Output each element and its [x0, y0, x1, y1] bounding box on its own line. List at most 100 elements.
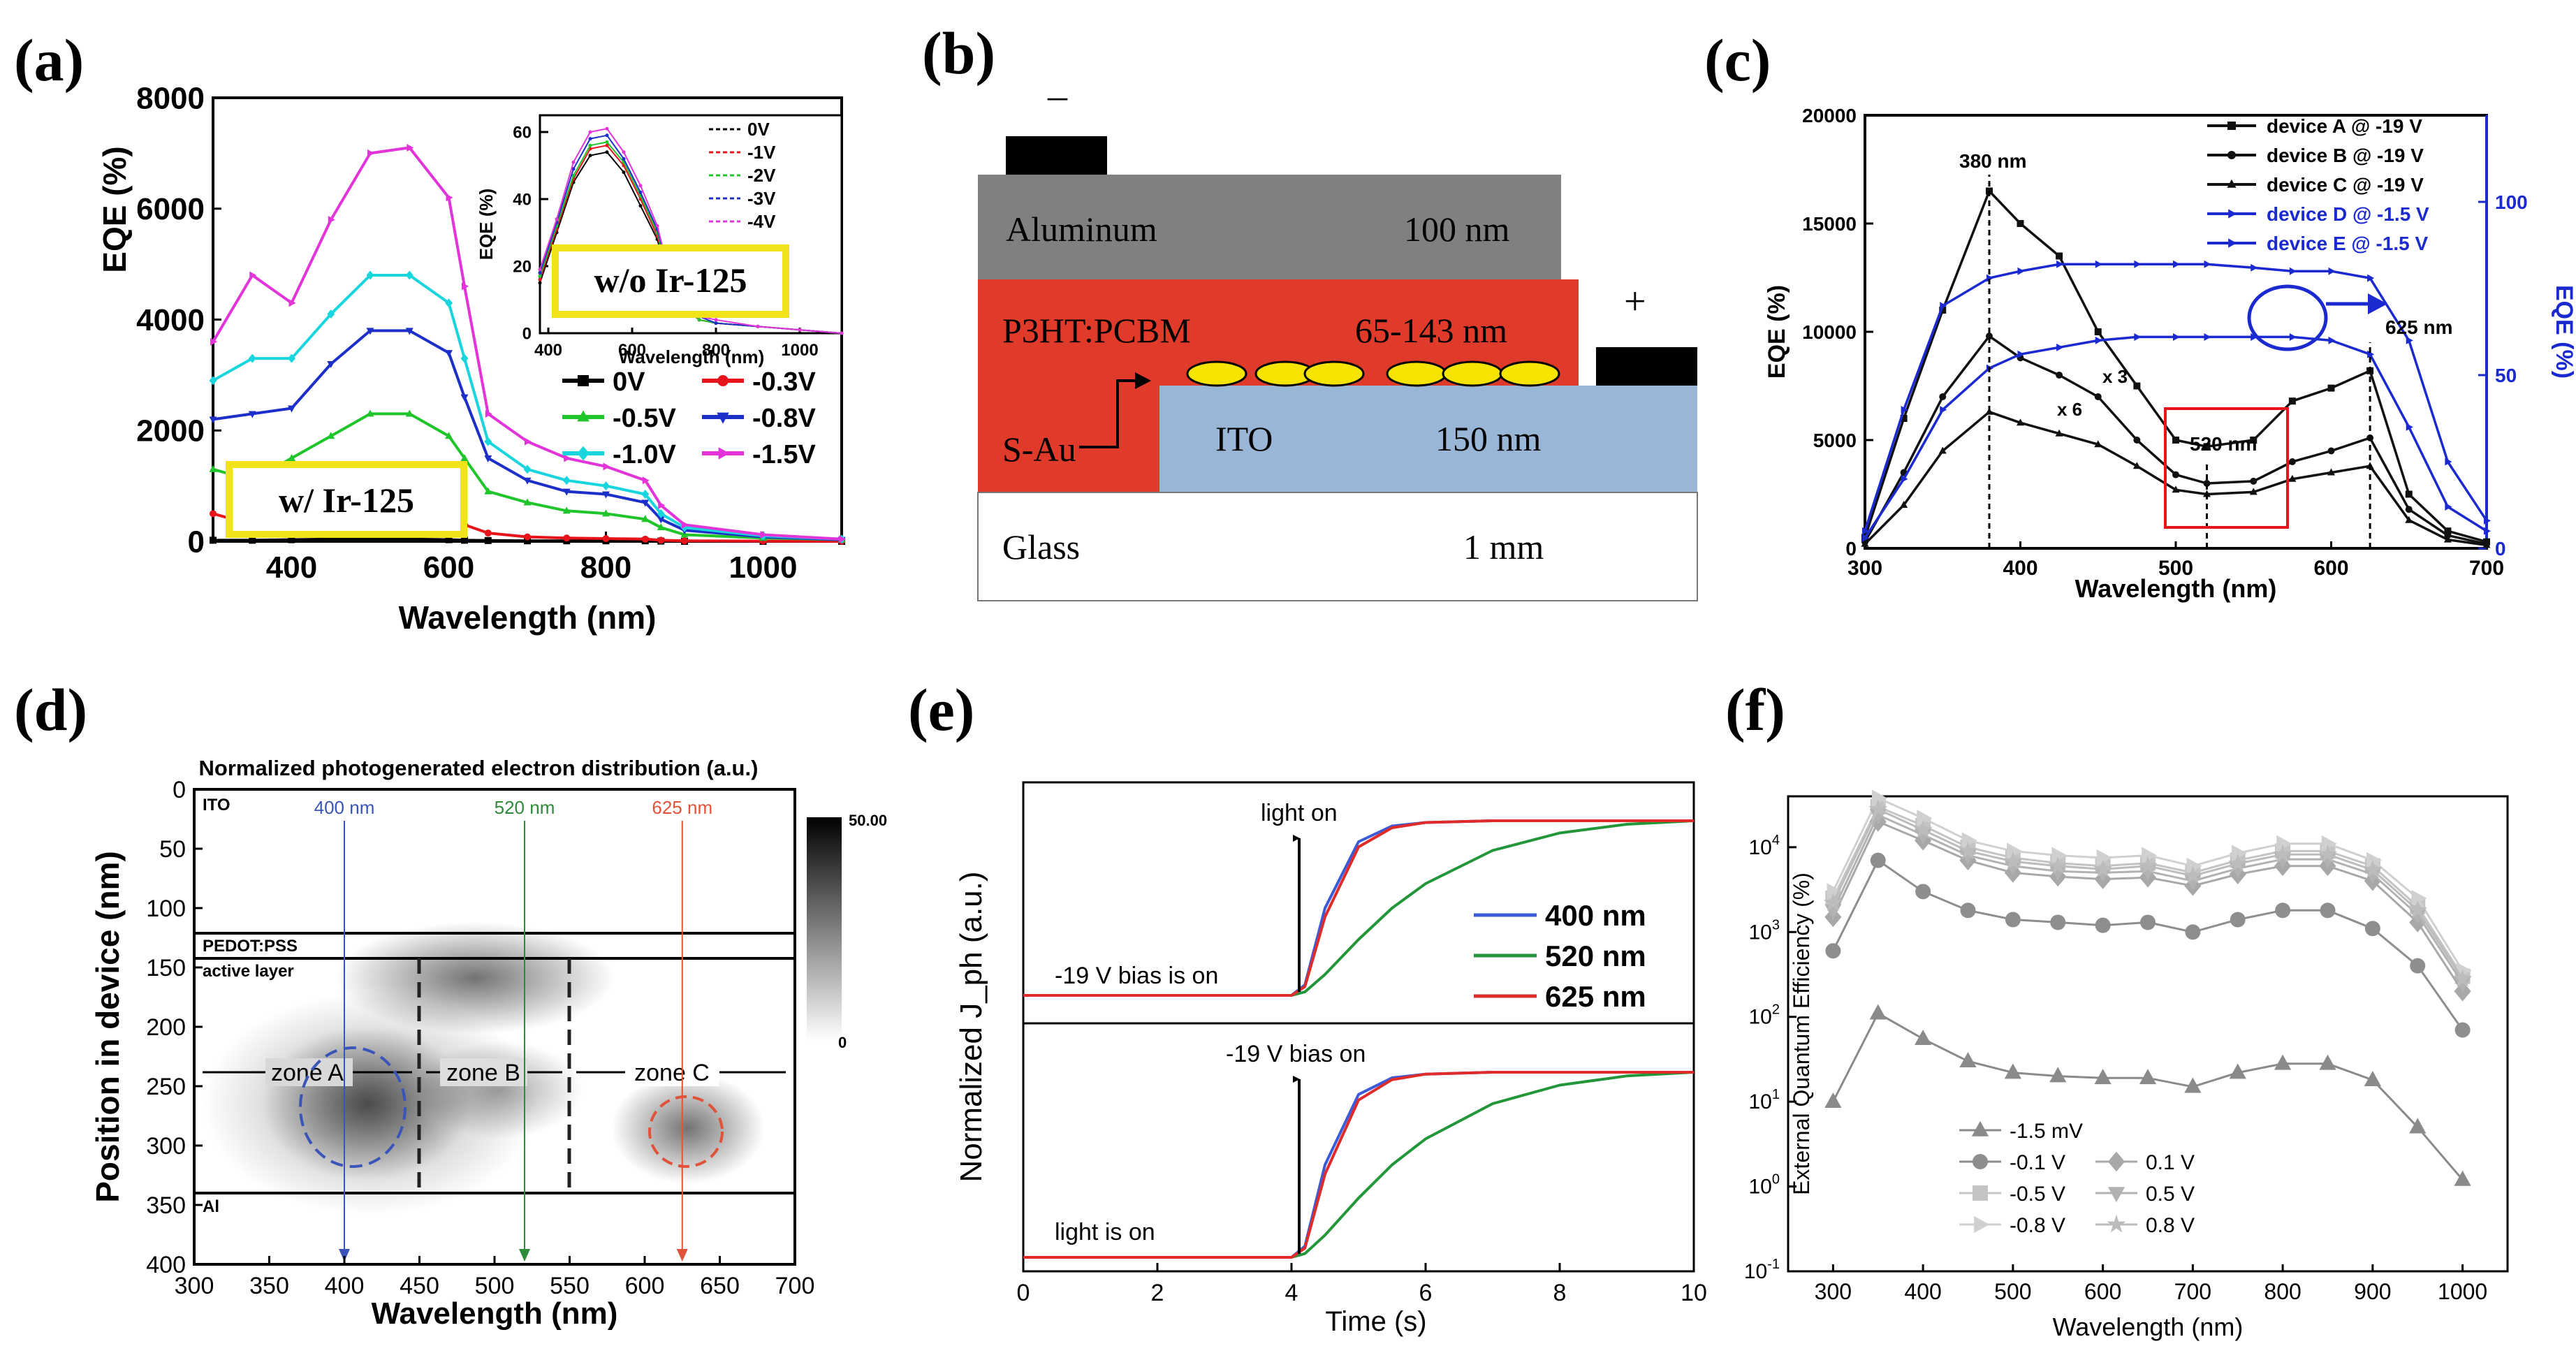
chart-f-legend-marker [2107, 1214, 2126, 1233]
chart-f-point [2049, 1067, 2067, 1083]
chart-a-xlabel: Wavelength (nm) [399, 599, 657, 636]
chart-a-inset-point [605, 150, 609, 154]
chart-d-y-tick-label: 50 [159, 836, 186, 863]
chart-f-ylabel: External Quantum Efficiency (%) [1789, 872, 1814, 1195]
chart-a-point [462, 282, 469, 291]
chart-c-point [2133, 437, 2141, 444]
chart-f-point [1823, 893, 1843, 912]
s-au-pointer [1079, 379, 1146, 448]
chart-f-point [2094, 1069, 2112, 1085]
chart-a-ylabel: EQE (%) [96, 146, 133, 272]
chart-c-point [2367, 274, 2375, 282]
zone-a-label: zone A [271, 1060, 344, 1086]
chart-e-legend-label: 625 nm [1545, 980, 1646, 1013]
chart-f-point [2142, 847, 2158, 864]
chart-a-inset-y-tick-label: 40 [513, 190, 532, 209]
chart-e-top-annot-0: light on [1261, 800, 1338, 826]
chart-c-right-axis-circle [2247, 284, 2328, 351]
chart-c-point [2406, 336, 2413, 344]
chart-c-annot-x6: x 6 [2057, 399, 2082, 420]
zone-a-label-bg [265, 1058, 353, 1086]
chart-f-point [2004, 1063, 2021, 1079]
chart-e-x-tick-label: 4 [1285, 1280, 1298, 1306]
chart-c-point [2406, 423, 2413, 431]
chart-c-point [2288, 474, 2297, 482]
chart-a-point [484, 455, 492, 462]
chart-d-layer-pedot: PEDOT:PSS [203, 937, 298, 956]
panel-label-c: (c) [1704, 27, 1771, 94]
chart-c-legend-label: device E @ -1.5 V [2267, 233, 2429, 254]
chart-a-point [407, 143, 414, 152]
chart-d-x-tick-label: 700 [775, 1273, 815, 1299]
chart-a-inset-point [571, 167, 576, 171]
chart-c-point [2327, 468, 2335, 476]
chart-d-layer-active: active layer [203, 962, 294, 981]
chart-a-inset-x-tick-label: 800 [702, 341, 730, 360]
chart-c-legend-label: device B @ -19 V [2267, 145, 2424, 166]
chart-c-point [2173, 260, 2180, 268]
chart-a-point [484, 437, 492, 446]
chart-a-point [288, 453, 295, 461]
chart-c-point [2134, 260, 2142, 268]
chart-c-legend-label: device C @ -19 V [2267, 174, 2424, 196]
chart-a-point [562, 488, 571, 496]
chart-d-y-tick-label: 150 [146, 955, 186, 981]
chart-d-marker-arrow [676, 1249, 688, 1262]
plus-sign: + [1624, 280, 1646, 323]
chart-c-point [2017, 220, 2024, 227]
chart-a-point [209, 416, 217, 424]
chart-a-inset-point [605, 133, 609, 138]
chart-a-point [327, 309, 335, 319]
chart-f-legend-label: -1.5 mV [2010, 1120, 2083, 1143]
chart-a-point [602, 535, 610, 543]
chart-a-inset-legend-label: -4V [747, 211, 776, 232]
chart-e-ylabel: Normalized J_ph (a.u.) [954, 871, 988, 1182]
chart-a-point [562, 476, 571, 485]
chart-c-y-tick-label: 10000 [1802, 321, 1857, 343]
chart-a-point [461, 536, 468, 544]
chart-c-annot-380: 380 nm [1959, 150, 2027, 172]
chart-a-point [657, 523, 665, 531]
chart-f-point [1960, 902, 1976, 919]
s-au-particle [1186, 360, 1247, 387]
chart-a-point [460, 453, 469, 461]
chart-c-point [2405, 516, 2413, 523]
chart-d-circle-zone-c [648, 1095, 724, 1168]
chart-f-legend-label: 0.1 V [2146, 1151, 2195, 1174]
chart-c-point [2327, 447, 2335, 455]
chart-f-point [2093, 859, 2113, 877]
chart-a-box-label: w/ Ir-125 [279, 481, 414, 520]
chart-f-legend-marker [2107, 1151, 2125, 1172]
chart-a-y-tick-label: 8000 [136, 81, 205, 115]
chart-a-inset-series--4V [539, 128, 842, 334]
chart-f-point [1871, 789, 1887, 807]
chart-d-x-tick-label: 350 [249, 1273, 289, 1299]
chart-d-x-tick-label: 550 [550, 1273, 590, 1299]
chart-f-point [2184, 875, 2202, 891]
chart-f-point [2319, 1054, 2336, 1070]
chart-c-point [2203, 443, 2211, 451]
chart-a-point [405, 328, 414, 335]
chart-e-bottom-annot-1: light is on [1055, 1219, 1155, 1245]
chart-c-point [2056, 260, 2064, 268]
chart-a-point [525, 437, 532, 446]
chart-d-y-tick-label: 350 [146, 1192, 186, 1219]
chart-c-point [2172, 437, 2179, 444]
chart-f-point [2275, 902, 2291, 919]
chart-f-legend-label: 0.5 V [2146, 1183, 2195, 1206]
chart-a-point [209, 376, 217, 386]
chart-d-title: Normalized photogenerated electron distr… [199, 756, 759, 780]
chart-f-y-tick-label: 102 [1749, 1002, 1780, 1029]
chart-c-point [1862, 527, 1869, 535]
chart-c-point [1901, 406, 1908, 414]
chart-e-bottom-series-520 nm [1023, 1071, 1695, 1259]
chart-c-point [2249, 488, 2257, 495]
chart-f-point [1913, 819, 1933, 838]
chart-d: Normalized photogenerated electron distr… [89, 756, 887, 1331]
chart-a-point [210, 510, 217, 518]
chart-f-point [2276, 835, 2292, 852]
chart-c-point [2056, 372, 2063, 379]
chart-a-point [641, 490, 650, 499]
chart-a-inset-point [588, 130, 592, 134]
chart-f-x-tick-label: 1000 [2438, 1279, 2487, 1304]
